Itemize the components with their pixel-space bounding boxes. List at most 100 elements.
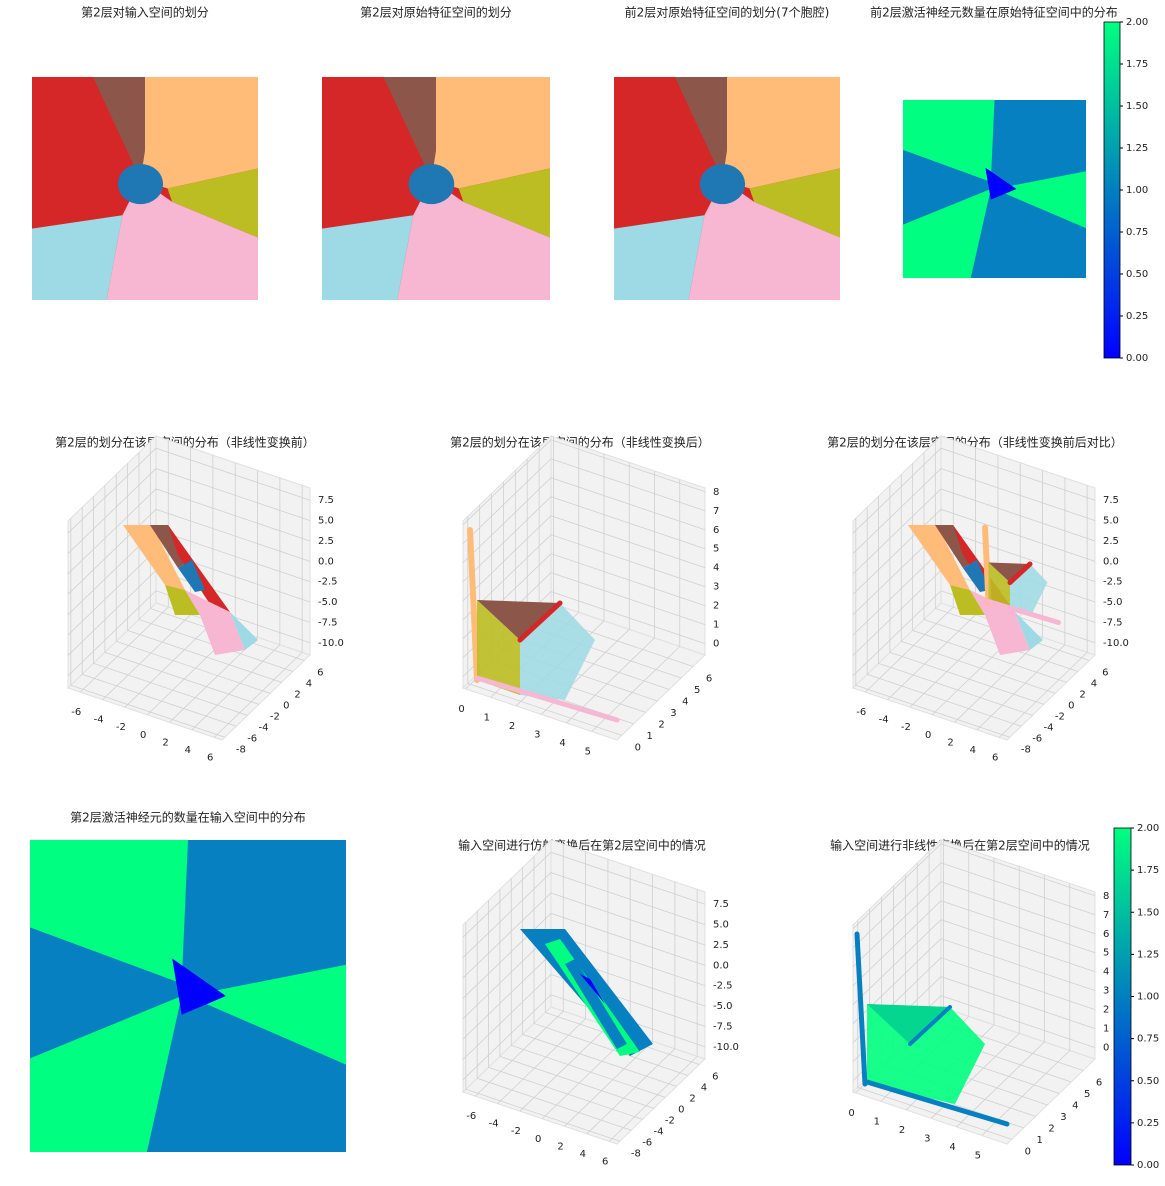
z-tick-label: -5.0 xyxy=(1103,597,1123,608)
y-tick-label: 3 xyxy=(670,708,676,719)
point-trail xyxy=(986,599,1061,625)
center-cell xyxy=(699,163,746,205)
y-tick-label: -8 xyxy=(1021,744,1031,755)
y-tick-label: 6 xyxy=(1096,1077,1102,1088)
z-tick-label: 3 xyxy=(713,582,719,593)
region xyxy=(994,171,1086,229)
grid-line xyxy=(852,590,1096,677)
surface xyxy=(477,600,520,695)
subplot: 第2层激活神经元的数量在输入空间中的分布 xyxy=(30,810,346,1152)
z-tick-label: 1 xyxy=(713,620,719,631)
z-tick-label: 8 xyxy=(1103,891,1109,902)
subplot: 第2层的划分在该层空间的分布（非线性变换前后对比）-6-4-20246-8-6-… xyxy=(827,435,1129,764)
surface xyxy=(867,1004,950,1044)
y-tick-label: 0 xyxy=(1025,1146,1031,1157)
region xyxy=(32,215,123,300)
colorbar-tick-label: 0.75 xyxy=(1137,1034,1159,1045)
z-tick-label: -10.0 xyxy=(1103,638,1129,649)
x-tick-label: -2 xyxy=(511,1126,521,1137)
grid-line xyxy=(169,470,258,723)
grid-line xyxy=(852,881,1096,968)
colorbar-tick-label: 0.00 xyxy=(1126,353,1148,364)
x-tick-label: 0 xyxy=(535,1134,541,1145)
subplot: 前2层激活神经元数量在原始特征空间中的分布 0.00 0.25 0.50 0.75 1.0… xyxy=(870,5,1148,365)
x-tick-label: 2 xyxy=(162,737,168,748)
grid-line xyxy=(67,508,311,595)
grid-line xyxy=(852,919,1096,1005)
colorbar-tick-label: 1.25 xyxy=(1126,143,1148,154)
y-tick-label: 5 xyxy=(1084,1089,1090,1100)
x-tick-label: 0 xyxy=(140,730,146,741)
z-tick-label: 6 xyxy=(713,525,719,536)
surface xyxy=(185,590,245,655)
y-tick-label: -8 xyxy=(631,1148,641,1159)
x-tick-label: 4 xyxy=(185,745,191,756)
chart-title: 第2层的划分在该层空间的分布（非线性变换前后对比） xyxy=(827,435,1123,450)
x-tick-label: 6 xyxy=(992,752,998,763)
region xyxy=(614,215,705,300)
colorbar xyxy=(1113,827,1132,1166)
z-tick-label: 5 xyxy=(713,544,719,555)
z-tick-label: 2.5 xyxy=(713,940,729,951)
y-tick-label: -2 xyxy=(270,711,280,722)
point-trail xyxy=(864,1079,1010,1127)
grid-line xyxy=(104,485,260,705)
center-cell xyxy=(117,163,164,205)
x-tick-label: 5 xyxy=(975,1150,981,1161)
z-tick-label: 2.5 xyxy=(1103,536,1119,547)
grid-line xyxy=(954,470,1043,723)
grid-line xyxy=(462,477,706,564)
y-tick-label: 1 xyxy=(646,731,652,742)
grid-line xyxy=(956,874,1045,1128)
grid-line xyxy=(976,477,1066,731)
y-tick-label: -2 xyxy=(1055,711,1065,722)
grid-line xyxy=(533,856,689,1076)
z-tick-label: 2 xyxy=(1103,1005,1109,1016)
colorbar-tick-label: 2.00 xyxy=(1126,17,1148,28)
grid-line xyxy=(544,845,700,1065)
grid-line xyxy=(864,440,954,693)
z-tick-label: 7.5 xyxy=(713,899,729,910)
x-tick-label: -2 xyxy=(901,722,911,733)
region xyxy=(93,77,145,180)
chart-title: 第2层的划分在该层空间的分布（非线性变换前） xyxy=(55,435,315,450)
grid-line xyxy=(852,468,1096,554)
region xyxy=(322,215,414,300)
y-tick-label: -6 xyxy=(247,733,257,744)
grid-line xyxy=(462,912,706,999)
grid-line xyxy=(510,878,666,1098)
region xyxy=(397,179,550,300)
grid-line xyxy=(564,874,653,1127)
z-tick-label: 7.5 xyxy=(1103,495,1119,506)
region xyxy=(458,168,550,238)
point-trail xyxy=(467,527,480,683)
grid-line xyxy=(488,900,643,1120)
z-tick-label: -2.5 xyxy=(318,577,338,588)
grid-line xyxy=(900,474,1056,694)
chart-title: 第2层激活神经元的数量在输入空间中的分布 xyxy=(70,810,306,825)
region xyxy=(675,77,727,180)
z-tick-label: 0.0 xyxy=(713,960,729,971)
grid-line xyxy=(855,518,1010,738)
grid-line xyxy=(852,862,1096,949)
colorbar-tick-label: 1.75 xyxy=(1126,59,1148,70)
x-tick-label: -4 xyxy=(489,1119,499,1130)
x-tick-label: 4 xyxy=(970,745,976,756)
z-tick-label: 8 xyxy=(713,487,719,498)
x-tick-label: 3 xyxy=(534,729,540,740)
z-tick-label: -5.0 xyxy=(318,597,338,608)
z-tick-label: -7.5 xyxy=(1103,617,1123,628)
y-tick-label: 6 xyxy=(706,673,712,684)
grid-line xyxy=(462,973,706,1060)
surface xyxy=(1015,612,1043,650)
x-tick-label: 0 xyxy=(458,704,464,715)
colorbar-tick-label: 0.50 xyxy=(1126,269,1148,280)
colorbar-tick-label: 1.50 xyxy=(1137,907,1159,918)
grid-line xyxy=(67,447,311,534)
x-tick-label: 5 xyxy=(585,746,591,757)
grid-line xyxy=(138,452,294,672)
colorbar-tick-label: 0.25 xyxy=(1137,1118,1159,1129)
surface xyxy=(178,560,205,592)
